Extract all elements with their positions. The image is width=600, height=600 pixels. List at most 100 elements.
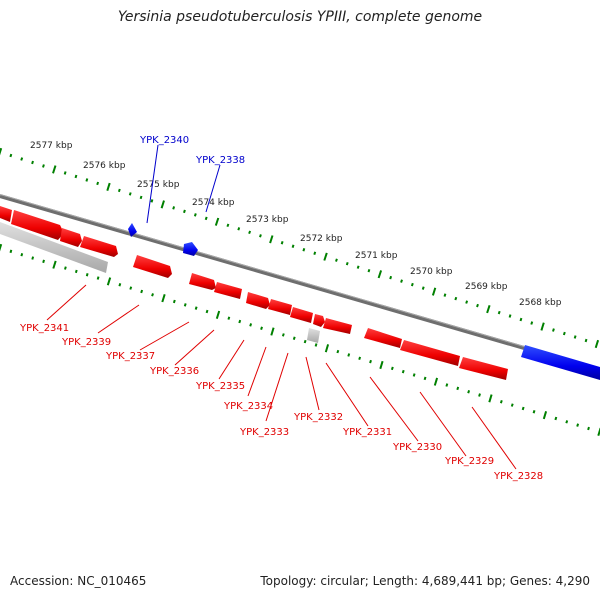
minor-tick: [530, 321, 534, 325]
minor-tick: [291, 244, 295, 248]
minor-tick: [497, 310, 501, 315]
minor-tick: [172, 299, 176, 304]
gene-arrow-red: [80, 236, 118, 257]
minor-tick: [423, 376, 427, 381]
minor-tick: [401, 369, 405, 374]
minor-tick: [467, 390, 471, 394]
gene-label[interactable]: YPK_2333: [239, 427, 289, 438]
gene-arrow-red: [133, 255, 172, 278]
major-tick: [270, 327, 275, 336]
minor-tick: [85, 273, 89, 277]
minor-tick: [139, 195, 143, 200]
accession-label: Accession: NC_010465: [10, 574, 147, 588]
major-tick: [542, 411, 548, 420]
minor-tick: [204, 216, 208, 221]
gene-arrow-red: [189, 273, 216, 290]
minor-tick: [151, 293, 154, 297]
minor-tick: [193, 213, 197, 217]
gene-arrow-red: [214, 282, 242, 299]
minor-tick: [521, 406, 525, 411]
leader-line: [471, 406, 517, 470]
minor-tick: [302, 248, 306, 252]
leader-line: [97, 304, 140, 334]
minor-tick: [280, 241, 284, 245]
minor-tick: [183, 209, 186, 214]
minor-tick: [421, 286, 425, 290]
minor-tick: [587, 426, 590, 431]
leader-line: [218, 339, 245, 380]
minor-tick: [565, 420, 569, 424]
gene-label[interactable]: YPK_2335: [195, 381, 245, 392]
major-tick: [160, 200, 165, 209]
gene-arrow-red: [400, 340, 460, 366]
gene-label[interactable]: YPK_2330: [392, 442, 442, 453]
gene-label[interactable]: YPK_2341: [19, 323, 69, 334]
leader-line: [46, 284, 87, 321]
major-tick: [377, 270, 383, 279]
minor-tick: [499, 400, 503, 404]
label-leaders: [46, 144, 517, 470]
gene-label[interactable]: YPK_2329: [444, 456, 494, 467]
leader-line: [325, 362, 369, 427]
minor-tick: [336, 349, 340, 354]
minor-tick: [390, 366, 394, 371]
minor-tick: [9, 153, 13, 158]
major-tick: [488, 394, 493, 403]
minor-tick: [445, 383, 449, 387]
minor-tick: [476, 303, 479, 308]
kbp-label: 2569 kbp: [465, 282, 508, 292]
minor-tick: [584, 338, 588, 343]
leader-line: [265, 352, 289, 422]
gene-label[interactable]: YPK_2334: [223, 401, 273, 412]
minor-tick: [532, 410, 536, 414]
gene-arrow-red: [323, 318, 352, 334]
gene-label[interactable]: YPK_2336: [149, 366, 199, 377]
gene-label[interactable]: YPK_2328: [493, 471, 543, 482]
minor-tick: [117, 188, 121, 193]
minor-tick: [74, 174, 78, 179]
minor-tick: [335, 258, 338, 262]
gene-label[interactable]: YPK_2339: [61, 337, 111, 348]
minor-tick: [510, 403, 514, 407]
leader-line: [369, 376, 419, 442]
major-tick: [486, 304, 491, 314]
gene-arrow-red: [0, 206, 12, 222]
minor-tick: [227, 316, 231, 320]
gene-label[interactable]: YPK_2337: [105, 351, 155, 362]
leader-line: [247, 346, 267, 397]
minor-tick: [128, 192, 132, 196]
gene-label[interactable]: YPK_2338: [195, 155, 245, 166]
gene-label[interactable]: YPK_2340: [139, 135, 189, 146]
minor-tick: [129, 286, 133, 290]
leader-line: [419, 391, 467, 457]
gene-arrow-ypk2338: [183, 242, 198, 256]
gene-label[interactable]: YPK_2331: [342, 427, 392, 438]
gene-arrow-red: [268, 299, 292, 315]
minor-tick: [313, 251, 317, 255]
minor-tick: [237, 227, 241, 231]
gene-arrow-red: [290, 307, 313, 323]
leader-line: [174, 329, 215, 366]
minor-tick: [150, 199, 154, 203]
kbp-label: 2574 kbp: [192, 198, 235, 208]
minor-tick: [74, 269, 78, 274]
minor-tick: [31, 160, 34, 165]
pseudo-gene-arrow: [0, 222, 108, 273]
minor-tick: [63, 171, 67, 175]
gene-label[interactable]: YPK_2332: [293, 412, 343, 423]
gene-arrow-red: [459, 357, 508, 380]
inner-tick-ring: [0, 243, 600, 436]
major-tick: [324, 344, 330, 353]
minor-tick: [389, 275, 393, 280]
minor-tick: [519, 317, 523, 322]
major-tick: [214, 217, 220, 226]
kbp-label: 2572 kbp: [300, 234, 343, 244]
major-tick: [540, 322, 545, 331]
kbp-labels: 2577 kbp 2576 kbp 2575 kbp 2574 kbp 2573…: [30, 141, 562, 308]
kbp-label: 2577 kbp: [30, 141, 73, 151]
pseudo-gene-small: [307, 328, 320, 343]
major-tick: [0, 243, 3, 252]
outer-tick-ring: [0, 147, 600, 349]
minor-tick: [292, 336, 296, 340]
